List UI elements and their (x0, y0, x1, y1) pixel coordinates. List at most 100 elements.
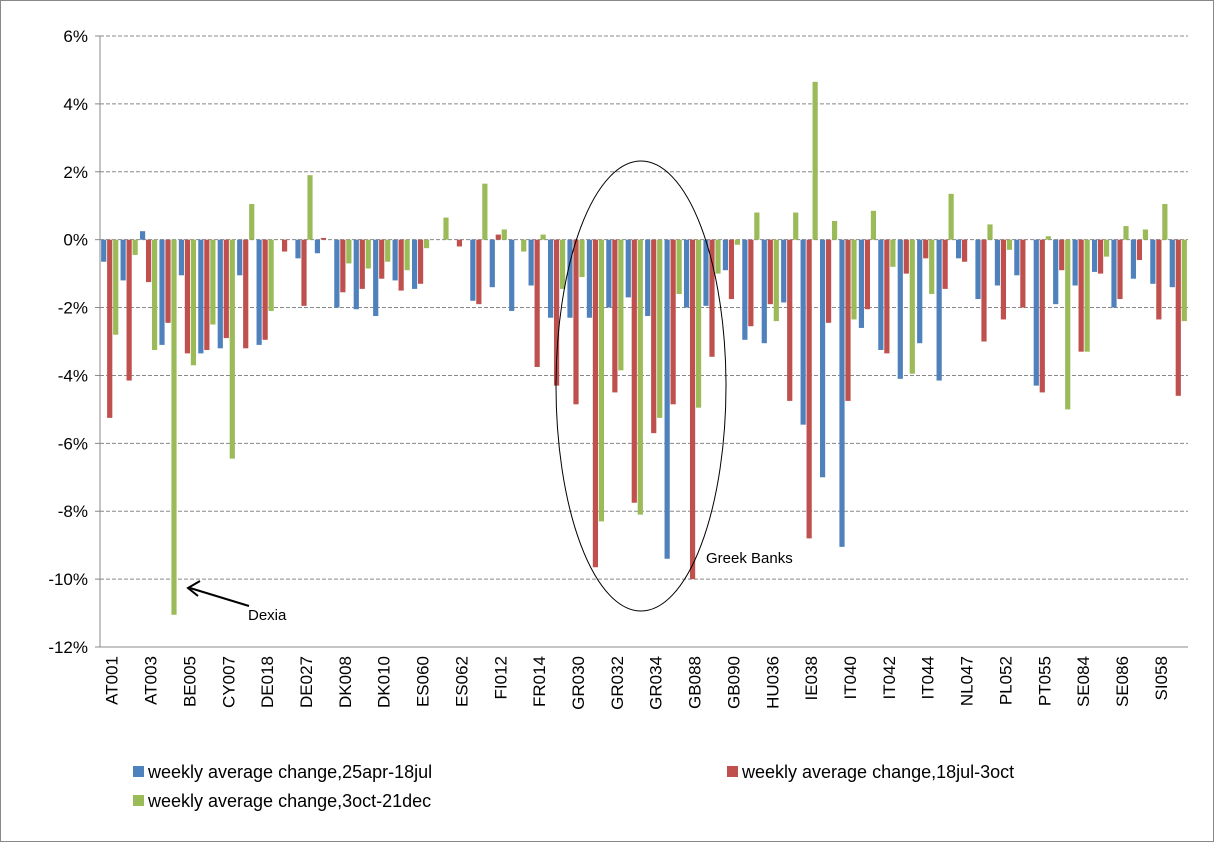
bar (1162, 204, 1168, 240)
bar (346, 239, 352, 264)
bar (423, 239, 430, 249)
x-tick-label: FR014 (530, 656, 549, 707)
bar (864, 239, 871, 310)
bar (107, 239, 113, 418)
bar (495, 234, 501, 240)
bar (612, 239, 618, 393)
x-tick-label: PT055 (1035, 656, 1054, 706)
bar (1000, 239, 1007, 320)
bar (521, 239, 527, 252)
bar (198, 239, 204, 354)
bar (754, 212, 760, 240)
bar (695, 239, 702, 408)
bar (936, 239, 942, 381)
x-tick-label: PL052 (996, 656, 1015, 705)
bar (858, 239, 865, 328)
bar (204, 239, 210, 350)
legend-label: weekly average change,25apr-18jul (147, 762, 432, 782)
bar (113, 239, 119, 335)
bar (742, 239, 748, 340)
bar (1078, 239, 1084, 352)
bar (994, 239, 1001, 286)
bar (340, 239, 346, 293)
x-tick-label: SE086 (1113, 656, 1132, 707)
bar (159, 239, 165, 345)
y-tick-label: -4% (58, 366, 88, 385)
bar (683, 239, 690, 308)
bar (1065, 239, 1071, 410)
bar (1097, 239, 1104, 274)
bar (281, 239, 288, 252)
bar (1150, 239, 1156, 284)
bar (547, 239, 554, 318)
bar (210, 239, 216, 325)
bar (365, 239, 371, 269)
y-tick-label: -12% (48, 638, 88, 657)
y-tick-label: 4% (63, 95, 88, 114)
x-tick-label: IT040 (841, 656, 860, 699)
bar (1072, 239, 1078, 286)
annotation: Greek Banks (706, 550, 793, 567)
bar (618, 239, 624, 371)
bar (567, 239, 573, 318)
bar (689, 239, 696, 580)
dexia-arrowhead (186, 580, 201, 597)
bar (825, 239, 832, 323)
bar (229, 239, 235, 459)
bar (534, 239, 540, 367)
bar (132, 239, 138, 255)
bar (625, 239, 631, 298)
bar (184, 239, 191, 354)
legend-swatch (133, 766, 144, 777)
bar (773, 239, 779, 322)
y-tick-label: 6% (63, 27, 88, 46)
bar (845, 239, 851, 401)
bar (812, 81, 818, 240)
bar (379, 239, 385, 279)
x-tick-label: DK010 (375, 656, 394, 708)
bar (761, 239, 767, 344)
bar (715, 239, 721, 274)
bar (722, 239, 729, 271)
bar (981, 239, 987, 342)
bar (359, 239, 365, 289)
x-tick-label: SE084 (1074, 656, 1093, 707)
bar (987, 224, 993, 240)
bar (171, 239, 177, 615)
greek-banks-ellipse (555, 160, 727, 612)
bar (385, 239, 391, 262)
x-tick-label: IT042 (880, 656, 899, 699)
x-tick-label: GR034 (647, 656, 666, 710)
bar (645, 239, 651, 317)
bar (262, 239, 268, 340)
bar (781, 239, 787, 303)
legend-swatch (727, 766, 738, 777)
bar (489, 239, 495, 288)
x-tick-label: GR032 (608, 656, 627, 710)
bar (1130, 239, 1137, 279)
x-tick-label: DE018 (258, 656, 277, 708)
bar (831, 220, 838, 240)
bar (586, 239, 593, 318)
legend-swatch (133, 795, 144, 806)
bar (411, 239, 418, 289)
bar (404, 239, 410, 271)
bar (249, 204, 255, 240)
bar (501, 229, 507, 240)
x-tick-label: CY007 (219, 656, 238, 708)
bar (728, 239, 735, 300)
bar (948, 193, 954, 240)
x-tick-label: ES060 (414, 656, 433, 707)
bar (923, 239, 929, 259)
bar (101, 239, 107, 262)
bar (664, 239, 670, 559)
bar (334, 239, 340, 308)
bar (145, 239, 152, 283)
bar (120, 239, 126, 281)
bar (482, 183, 488, 240)
y-tick-label: -8% (58, 502, 88, 521)
x-tick-label: GR030 (569, 656, 588, 710)
bar (301, 239, 307, 306)
bar (637, 239, 643, 515)
